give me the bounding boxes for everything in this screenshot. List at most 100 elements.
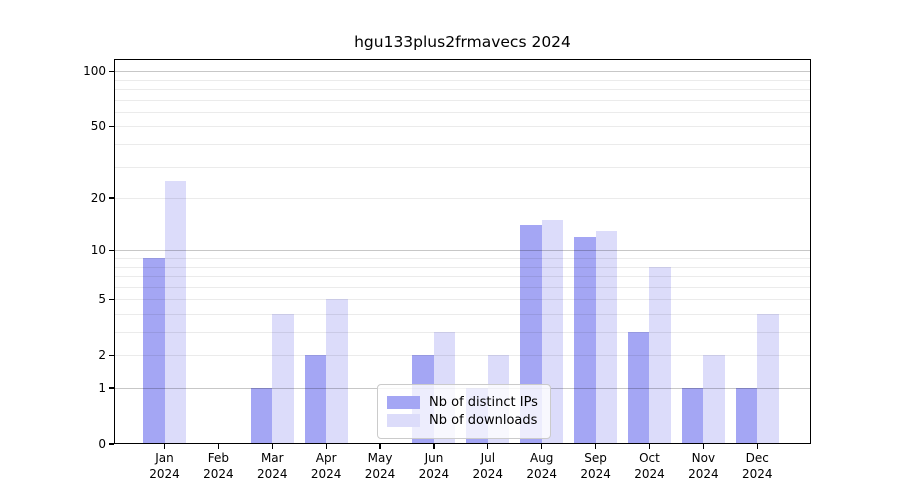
x-tick-year: 2024 (580, 466, 611, 481)
x-tick-label-apr: Apr 2024 (298, 451, 354, 482)
legend-row-downloads: Nb of downloads (387, 413, 538, 428)
x-tick-month: Mar (260, 451, 284, 465)
legend-row-distinct-ips: Nb of distinct IPs (387, 395, 538, 410)
gridline-minor-60 (114, 111, 811, 113)
gridline-minor-90 (114, 79, 811, 81)
gridline-minor-4 (114, 313, 811, 315)
x-tick-label-oct: Oct 2024 (621, 451, 677, 482)
y-tick-5 (109, 298, 114, 300)
x-tick-month: Aug (529, 451, 554, 465)
x-tick-month: Feb (207, 451, 230, 465)
gridline-major-100 (114, 71, 811, 73)
gridline-minor-70 (114, 99, 811, 101)
x-tick-month: Nov (691, 451, 716, 465)
bar-distinct-ips-apr (304, 355, 327, 444)
x-tick-year: 2024 (149, 466, 180, 481)
x-tick-year: 2024 (688, 466, 719, 481)
gridline-minor-30 (114, 166, 811, 168)
x-tick-month: Dec (745, 451, 769, 465)
legend-swatch-downloads-icon (387, 414, 420, 427)
x-tick-month: May (367, 451, 393, 465)
y-tick-label-50: 50 (90, 119, 106, 134)
x-tick-label-dec: Dec 2024 (729, 451, 785, 482)
x-tick-year: 2024 (741, 466, 773, 481)
x-tick-label-sep: Sep 2024 (568, 451, 624, 482)
bar-distinct-ips-nov (681, 388, 704, 444)
x-tick-year: 2024 (472, 466, 504, 481)
gridline-minor-8 (114, 266, 811, 268)
bar-distinct-ips-dec (735, 388, 758, 444)
y-tick-label-20: 20 (90, 191, 106, 206)
x-tick-year: 2024 (418, 466, 450, 481)
bar-downloads-sep (595, 230, 618, 444)
gridline-minor-7 (114, 276, 811, 278)
gridline-minor-3 (114, 332, 811, 334)
gridline-minor-5 (114, 299, 811, 301)
y-tick-label-2: 2 (98, 348, 106, 363)
x-tick-label-jul: Jul 2024 (460, 451, 516, 482)
gridline-minor-9 (114, 258, 811, 259)
x-tick-dec (756, 444, 758, 449)
x-tick-year: 2024 (203, 466, 234, 481)
bar-downloads-apr (326, 299, 348, 444)
x-tick-jan (163, 444, 166, 449)
x-tick-label-jan: Jan 2024 (137, 451, 193, 482)
bar-distinct-ips-sep (574, 236, 596, 444)
gridline-minor-40 (114, 144, 811, 146)
y-tick-0 (109, 443, 114, 445)
x-tick-nov (702, 444, 704, 449)
x-tick-apr (325, 444, 327, 449)
legend: Nb of distinct IPs Nb of downloads (377, 384, 551, 439)
x-tick-label-mar: Mar 2024 (244, 451, 300, 482)
x-tick-mar (271, 444, 273, 449)
x-tick-feb (217, 444, 220, 449)
x-tick-year: 2024 (526, 466, 557, 481)
x-tick-month: Jul (480, 451, 496, 465)
y-tick-2 (109, 354, 114, 356)
x-tick-month: Sep (584, 451, 607, 465)
x-tick-year: 2024 (310, 466, 342, 481)
x-tick-month: Jun (424, 451, 444, 465)
bar-downloads-dec (757, 314, 779, 444)
x-tick-jul (487, 444, 489, 449)
x-tick-label-may: May 2024 (352, 451, 408, 482)
x-tick-year: 2024 (257, 466, 288, 481)
y-tick-label-1: 1 (98, 381, 106, 395)
gridline-minor-6 (114, 286, 811, 288)
gridline-minor-50 (114, 126, 811, 128)
x-tick-month: Oct (639, 451, 660, 465)
x-tick-label-aug: Aug 2024 (514, 451, 570, 482)
bar-downloads-mar (272, 314, 294, 444)
x-tick-sep (594, 444, 597, 449)
gridline-minor-20 (114, 198, 811, 200)
bar-distinct-ips-oct (627, 332, 650, 444)
y-tick-label-5: 5 (98, 292, 106, 307)
bar-downloads-jan (164, 180, 187, 444)
x-tick-oct (648, 444, 651, 449)
bar-downloads-oct (649, 266, 672, 444)
x-tick-label-jun: Jun 2024 (406, 451, 462, 482)
y-tick-label-10: 10 (90, 243, 106, 258)
y-tick-50 (109, 125, 114, 128)
bar-distinct-ips-jan (142, 258, 165, 444)
y-tick-label-0: 0 (98, 437, 106, 451)
bar-distinct-ips-mar (250, 388, 273, 444)
y-tick-1 (109, 387, 114, 389)
y-tick-100 (109, 70, 114, 72)
y-tick-label-100: 100 (83, 64, 106, 79)
chart-title: hgu133plus2frmavecs 2024 (354, 33, 571, 51)
gridline-minor-2 (114, 355, 811, 357)
y-tick-20 (109, 197, 114, 199)
bar-downloads-nov (703, 355, 725, 444)
x-tick-label-nov: Nov 2024 (675, 451, 731, 482)
x-tick-month: Apr (315, 451, 337, 465)
y-tick-10 (109, 249, 114, 251)
legend-label-distinct-ips: Nb of distinct IPs (429, 395, 538, 410)
x-tick-aug (541, 444, 543, 449)
gridline-major-10 (114, 250, 811, 252)
legend-swatch-distinct-ips-icon (387, 396, 420, 409)
x-tick-year: 2024 (364, 466, 396, 481)
x-tick-label-feb: Feb 2024 (190, 451, 246, 482)
x-tick-month: Jan (155, 451, 174, 465)
